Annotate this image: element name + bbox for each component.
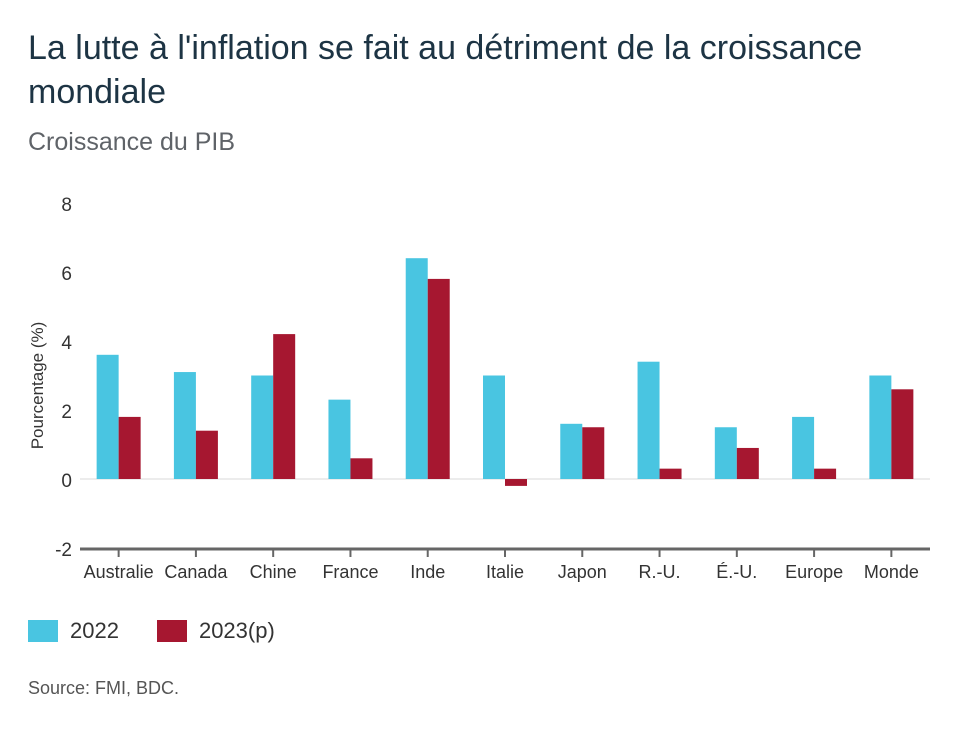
bar-2022-6 <box>560 423 583 479</box>
bar-2022-7 <box>637 361 660 479</box>
bar-2022-5 <box>483 375 505 479</box>
x-tick-label: Japon <box>558 562 607 582</box>
legend-swatch-2022 <box>28 620 58 642</box>
chart-title: La lutte à l'inflation se fait au détrim… <box>28 29 863 111</box>
x-tick-label: R.-U. <box>639 562 681 582</box>
bar-2023-5 <box>505 479 527 486</box>
chart-subtitle: Croissance du PIB <box>28 128 236 156</box>
legend: 2022 2023(p) <box>28 618 313 644</box>
x-tick-label: Italie <box>486 562 524 582</box>
bar-2023-3 <box>350 458 373 479</box>
x-tick-label: Chine <box>250 562 297 582</box>
bar-2023-8 <box>736 447 759 479</box>
bar-2023-2 <box>273 334 296 479</box>
x-tick-label: Canada <box>164 562 228 582</box>
y-axis-ticks: 8 6 4 2 0 -2 <box>55 195 72 561</box>
bar-2022-9 <box>792 416 815 479</box>
x-axis-labels: Australie Canada Chine France Inde Italie Japo… <box>84 562 919 582</box>
x-tick-label: É.-U. <box>716 562 757 582</box>
x-tick-label: Australie <box>84 562 154 582</box>
legend-item-2023: 2023(p) <box>156 618 275 644</box>
bar-2023-7 <box>659 468 682 479</box>
bar-2022-4 <box>405 258 428 479</box>
bar-2023-0 <box>118 416 141 479</box>
bar-2023-1 <box>195 430 218 479</box>
bar-2023-10 <box>891 389 914 479</box>
legend-label-2023: 2023(p) <box>198 618 275 643</box>
x-axis-ticks <box>117 550 893 557</box>
x-tick-label: Inde <box>410 562 445 582</box>
legend-label-2022: 2022 <box>70 618 119 643</box>
bar-2022-8 <box>714 427 737 479</box>
source-note: Source: FMI, BDC. <box>28 678 180 698</box>
bar-2023-6 <box>582 427 605 479</box>
bar-2023-4 <box>427 278 450 479</box>
y-tick-label: -2 <box>55 540 72 561</box>
bars <box>96 258 914 486</box>
y-tick-label: 0 <box>61 471 72 492</box>
y-tick-label: 8 <box>61 195 72 216</box>
bar-2023-9 <box>814 468 837 479</box>
bar-2022-2 <box>251 375 274 479</box>
x-tick-label: Monde <box>864 562 919 582</box>
legend-swatch-2023 <box>156 620 187 642</box>
y-tick-label: 6 <box>61 264 72 285</box>
y-tick-label: 4 <box>61 333 72 354</box>
y-tick-label: 2 <box>61 402 72 423</box>
legend-item-2022: 2022 <box>28 618 119 644</box>
x-tick-label: France <box>322 562 378 582</box>
bar-2022-3 <box>328 399 351 479</box>
bar-2022-10 <box>869 375 892 479</box>
bar-2022-0 <box>96 354 119 479</box>
x-tick-label: Europe <box>785 562 843 582</box>
bar-chart: 8 6 4 2 0 -2 Pourcentage (%) Australie Canada C… <box>28 195 930 582</box>
bar-2022-1 <box>173 372 196 479</box>
y-axis-label: Pourcentage (%) <box>28 322 47 450</box>
